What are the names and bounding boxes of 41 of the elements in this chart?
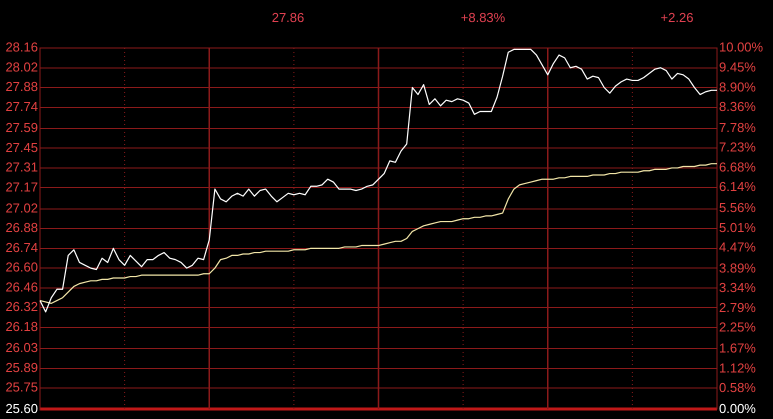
y2-tick-label: 1.12%: [719, 360, 756, 376]
y-tick-label: 25.75: [5, 380, 38, 395]
y2-tick-label: 0.58%: [719, 380, 756, 395]
y2-tick-label: 2.79%: [719, 300, 756, 316]
y-tick-label: 27.17: [5, 179, 38, 194]
y-tick-label: 28.16: [5, 40, 38, 55]
y2-tick-label: 4.47%: [719, 239, 756, 254]
y2-tick-label: 7.78%: [719, 120, 756, 135]
y2-tick-label: 2.25%: [719, 320, 756, 335]
y-tick-label: 26.46: [5, 279, 38, 294]
y2-tick-label: 8.90%: [719, 79, 756, 94]
y-tick-label: 26.88: [5, 220, 38, 236]
y-tick-label: 27.59: [5, 120, 38, 135]
y2-tick-label: 6.14%: [719, 179, 756, 194]
y-tick-label: 25.89: [5, 360, 38, 375]
y2-tick-label: 5.01%: [719, 220, 756, 235]
text: +2.26: [660, 10, 694, 25]
y-tick-label: 27.02: [5, 200, 38, 216]
text: +8.83%: [460, 10, 506, 25]
y2-tick-label: 9.45%: [719, 59, 756, 74]
y-tick-label: 26.03: [5, 340, 38, 356]
y2-tick-label: 3.89%: [719, 260, 756, 276]
y-tick-label: 26.60: [5, 260, 38, 275]
y-tick-label: 26.32: [5, 299, 38, 314]
y-tick-label: 26.18: [5, 318, 38, 334]
y2-tick-label: 7.23%: [719, 140, 756, 155]
y-tick-label: 27.74: [5, 98, 38, 114]
y-tick-label: 27.45: [5, 140, 38, 155]
y2-tick-label: 10.00%: [719, 40, 764, 55]
y2-tick-label: 5.56%: [719, 200, 756, 215]
y2-tick-label: 6.68%: [719, 159, 756, 174]
text: 27.86: [272, 10, 304, 25]
y-tick-label: 25.60: [5, 400, 38, 416]
y2-tick-label: 0.00%: [719, 400, 756, 416]
y-tick-label: 27.31: [5, 160, 38, 175]
y2-tick-label: 3.34%: [719, 280, 756, 296]
y2-tick-label: 1.67%: [719, 340, 756, 356]
y-tick-label: 26.74: [5, 240, 38, 255]
y-tick-label: 27.88: [5, 79, 38, 94]
y-tick-label: 28.02: [5, 59, 38, 74]
y2-tick-label: 8.36%: [719, 98, 756, 114]
